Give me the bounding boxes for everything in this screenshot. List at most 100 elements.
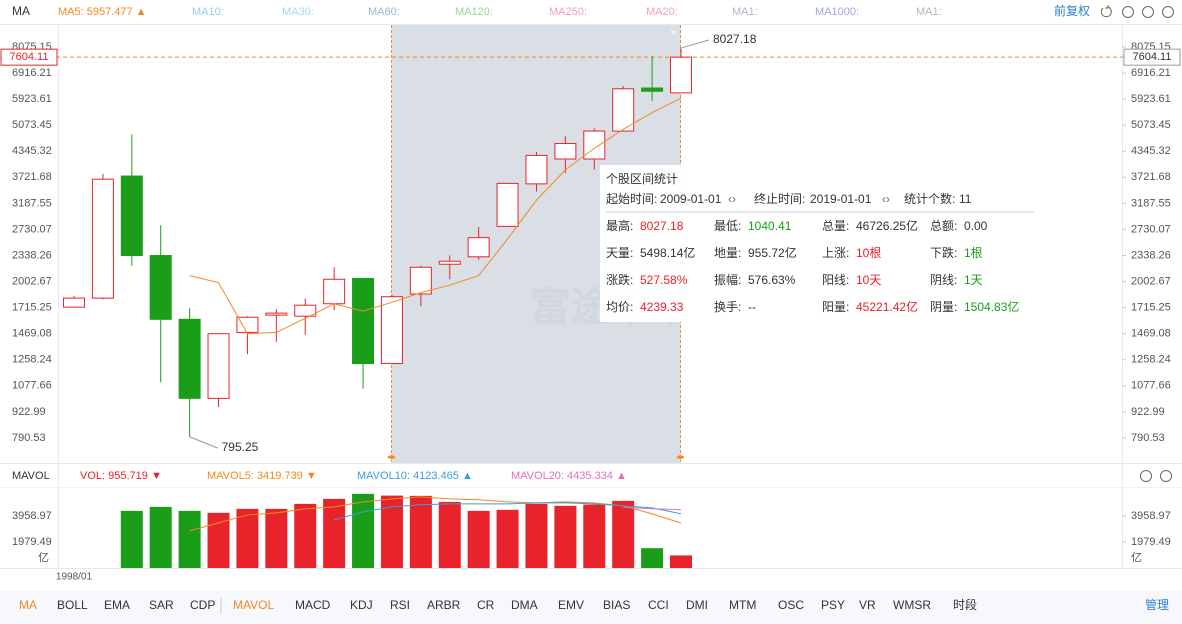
- stat-value: 4239.33: [640, 300, 684, 314]
- indicator-tab[interactable]: MA: [19, 598, 37, 612]
- indicator-tab[interactable]: PSY: [821, 598, 845, 612]
- stat-value: 1天: [964, 273, 983, 287]
- indicator-tab[interactable]: OSC: [778, 598, 804, 612]
- stat-label: 总额:: [930, 219, 957, 233]
- annotation-leader: [680, 39, 710, 49]
- y-tick-label: 3958.97: [12, 510, 52, 522]
- stat-label: 阳线:: [822, 273, 849, 287]
- legend-entry: MAVOL20: 4435.334 ▲: [511, 470, 627, 482]
- stats-panel: [600, 165, 1040, 322]
- volume-bar: [409, 495, 432, 568]
- volume-bar: [467, 510, 490, 568]
- stat-value: 10根: [856, 246, 881, 260]
- y-tick-label: 3187.55: [1131, 197, 1171, 209]
- y-tick-label: 922.99: [12, 406, 46, 418]
- icon-close[interactable]: [1140, 470, 1152, 482]
- selection-handle[interactable]: ◂▸: [387, 451, 397, 461]
- indicator-tab[interactable]: CR: [477, 598, 495, 612]
- indicator-tab[interactable]: CDP: [190, 598, 215, 612]
- icon-settings[interactable]: [1160, 470, 1172, 482]
- icon-zoom-out[interactable]: [1122, 6, 1134, 18]
- legend-entry: MAVOL10: 4123.465 ▲: [357, 470, 473, 482]
- stat-value: 1040.41: [748, 219, 792, 233]
- indicator-tab[interactable]: MAVOL: [233, 598, 274, 612]
- y-tick-label: 1469.08: [12, 328, 52, 340]
- candle-body: [496, 182, 519, 227]
- candle-body: [149, 255, 172, 320]
- stat-label: 天量:: [606, 246, 633, 260]
- indicator-tab[interactable]: EMA: [104, 598, 130, 612]
- y-tick-label: 1077.66: [1131, 380, 1171, 392]
- date-picker-arrows[interactable]: ‹›: [882, 192, 890, 206]
- indicator-tab[interactable]: 时段: [953, 597, 977, 612]
- stat-label: 振幅:: [714, 272, 741, 287]
- candle-body: [670, 56, 692, 94]
- stat-label: 总量:: [822, 219, 849, 233]
- candle-body: [612, 88, 635, 132]
- icon-settings[interactable]: [1162, 6, 1174, 18]
- stat-label: 地量:: [714, 246, 741, 260]
- indicator-tab[interactable]: VR: [859, 598, 876, 612]
- panel-field: 11: [959, 192, 972, 206]
- volume-bar: [207, 512, 230, 568]
- stat-label: 最低:: [714, 219, 741, 233]
- last-price-box: [1123, 48, 1181, 66]
- indicator-tab[interactable]: CCI: [648, 598, 669, 612]
- candle-body: [380, 296, 403, 365]
- candle-body: [352, 277, 375, 365]
- candle-body: [323, 278, 346, 305]
- candle-body: [467, 237, 490, 258]
- indicator-tab[interactable]: BIAS: [603, 598, 630, 612]
- unit-label: 亿: [38, 551, 49, 564]
- icon-reset[interactable]: [1100, 5, 1112, 18]
- stat-label: 最高:: [606, 218, 633, 233]
- indicator-tab[interactable]: KDJ: [350, 598, 373, 612]
- stat-value: 5498.14亿: [640, 245, 695, 260]
- y-tick-label: 3721.68: [12, 171, 52, 183]
- selection-close[interactable]: ×: [670, 27, 676, 39]
- stat-value: 1根: [964, 246, 983, 260]
- indicator-tab[interactable]: MTM: [729, 598, 756, 612]
- stat-value: 1504.83亿: [964, 299, 1019, 314]
- indicator-tab[interactable]: ARBR: [427, 598, 461, 612]
- volume-bar: [352, 493, 375, 568]
- volume-bar: [670, 555, 692, 568]
- legend-entry: MA120:: [455, 6, 493, 18]
- y-tick-label: 1469.08: [1131, 328, 1171, 340]
- indicator-tab[interactable]: WMSR: [893, 598, 931, 612]
- stat-label: 换手:: [714, 300, 741, 314]
- stat-label: 阳量:: [822, 300, 849, 314]
- indicator-tab[interactable]: DMI: [686, 598, 708, 612]
- min-label: 795.25: [222, 440, 259, 454]
- candle-body: [178, 318, 201, 399]
- date-picker-arrows[interactable]: ‹›: [728, 192, 736, 206]
- candle-body: [236, 316, 259, 333]
- indicator-tab[interactable]: RSI: [390, 598, 410, 612]
- y-tick-label: 5923.61: [1131, 93, 1171, 105]
- y-tick-label: 3721.68: [1131, 171, 1171, 183]
- indicator-tab[interactable]: BOLL: [57, 598, 88, 612]
- legend-entry: VOL: 955.719 ▼: [80, 470, 162, 482]
- indicator-tab[interactable]: MACD: [295, 598, 331, 612]
- legend-entry: MA1:: [916, 6, 942, 18]
- volume-bar: [525, 503, 548, 568]
- stat-label: 下跌:: [930, 245, 957, 260]
- candle-body: [120, 175, 143, 257]
- indicator-tab[interactable]: EMV: [558, 598, 584, 612]
- indicator-tab[interactable]: DMA: [511, 598, 538, 612]
- selection-handle[interactable]: ◂▸: [676, 451, 686, 461]
- stat-value: 10天: [856, 273, 881, 287]
- manage-button[interactable]: 管理: [1145, 597, 1169, 612]
- y-tick-label: 2338.26: [12, 249, 52, 261]
- candle-body: [294, 304, 317, 317]
- y-tick-label: 5073.45: [1131, 119, 1171, 131]
- candle-body: [265, 312, 288, 316]
- adjust-button[interactable]: 前复权: [1054, 3, 1090, 18]
- candle-body: [409, 266, 432, 295]
- indicator-tab[interactable]: SAR: [149, 598, 174, 612]
- icon-zoom-in[interactable]: [1142, 6, 1154, 18]
- panel-field: 起始时间:: [606, 192, 657, 206]
- volume-bar: [178, 510, 201, 568]
- y-tick-label: 4345.32: [1131, 145, 1171, 157]
